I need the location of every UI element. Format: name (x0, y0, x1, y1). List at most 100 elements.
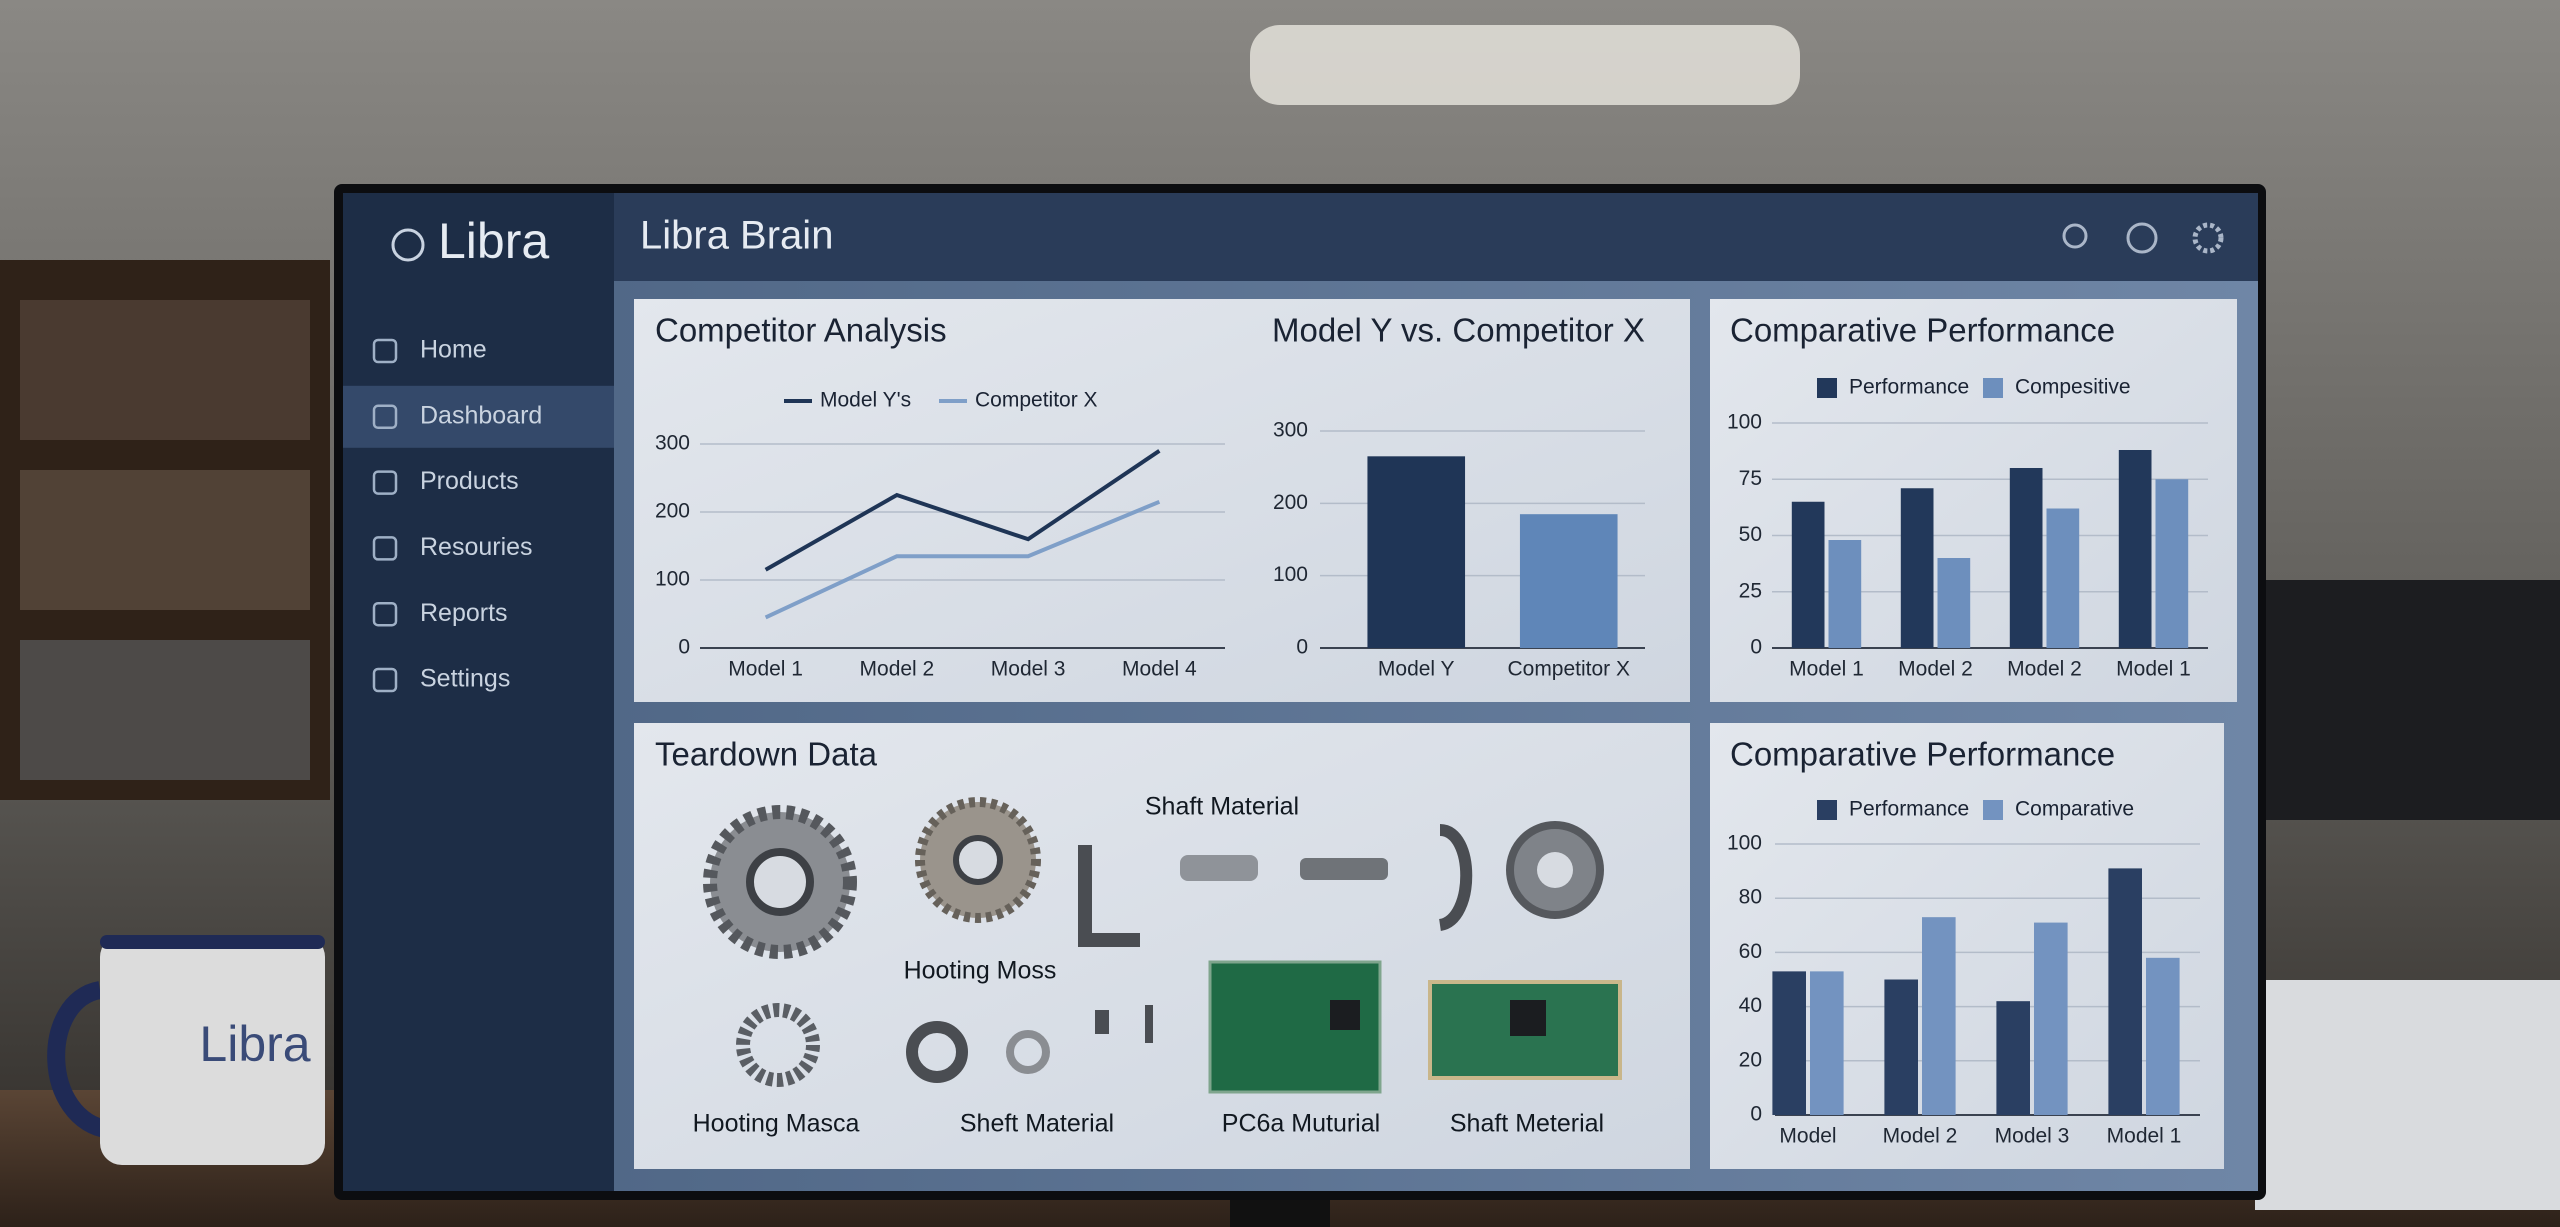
shelf-books (20, 300, 310, 440)
part-label: Shaft Material (1145, 793, 1299, 821)
bracket (1078, 845, 1140, 947)
shaft (1300, 858, 1388, 880)
teardown-title: Teardown Data (655, 736, 878, 773)
search-icon[interactable] (2062, 223, 2088, 249)
mug-rim (100, 935, 325, 949)
legend-label: Compesitive (2015, 376, 2131, 399)
legend-label: Performance (1849, 798, 1969, 821)
mug (100, 935, 325, 1165)
line-series (764, 449, 1161, 572)
x-tick-label: Model 1 (728, 658, 803, 681)
bar (1900, 488, 1934, 648)
nav-item[interactable]: Home (420, 336, 487, 364)
chip (1330, 1000, 1360, 1030)
bar (1884, 979, 1918, 1115)
x-tick-label: Model 3 (1995, 1125, 2070, 1148)
nav: Home Dashboard Products Resouries Reports Set… (343, 336, 614, 693)
x-tick-label: Competitor X (1507, 658, 1630, 681)
x-tick-label: Model 1 (2116, 658, 2191, 681)
bar (1922, 917, 1956, 1115)
bar (1367, 456, 1466, 648)
gear-hub (746, 848, 814, 916)
mug-label: Libra (199, 1016, 310, 1072)
chip (1510, 1000, 1546, 1036)
legend-label: Comparative (2015, 798, 2134, 821)
chart-title: Model Y vs. Competitor X (1272, 312, 1645, 349)
bar (2108, 868, 2142, 1115)
nav-item[interactable]: Settings (420, 665, 510, 693)
nav-item[interactable]: Dashboard (420, 401, 542, 429)
bar (2118, 450, 2152, 648)
bar (1519, 514, 1618, 648)
bar (2046, 508, 2080, 648)
y-tick-label: 100 (655, 568, 690, 591)
bar (1937, 558, 1971, 648)
bar (1772, 971, 1806, 1115)
nav-item[interactable]: Reports (420, 599, 508, 627)
screw (1095, 1010, 1109, 1034)
y-tick-label: 100 (1273, 563, 1308, 586)
x-tick-label: Model Y (1378, 658, 1455, 681)
header-title: Libra Brain (640, 214, 833, 258)
y-tick-label: 60 (1739, 940, 1762, 963)
shaft (1180, 855, 1258, 881)
x-tick-label: Model 1 (2107, 1125, 2182, 1148)
y-tick-label: 20 (1739, 1048, 1762, 1071)
part-label: Hooting Masca (693, 1110, 860, 1138)
y-tick-label: 200 (1273, 491, 1308, 514)
brand[interactable]: Libra (438, 213, 549, 269)
shelf-books (20, 640, 310, 780)
gear-hub (953, 835, 1003, 885)
help-icon[interactable] (2126, 222, 2158, 254)
x-tick-label: Model 2 (1883, 1125, 1958, 1148)
bar (2146, 957, 2180, 1115)
chart-title: Comparative Performance (1730, 312, 2115, 349)
nav-icon (372, 470, 398, 495)
x-tick-label: Model 2 (1898, 658, 1973, 681)
nav-icon (372, 338, 398, 364)
y-tick-label: 0 (1750, 1103, 1762, 1126)
y-tick-label: 100 (1727, 832, 1762, 855)
part-label: Hooting Moss (904, 957, 1057, 985)
x-tick-label: Model (1779, 1125, 1836, 1148)
card (634, 723, 1690, 1169)
housing-hole (1537, 852, 1573, 888)
y-tick-label: 200 (655, 500, 690, 523)
legend-label: Performance (1849, 376, 1969, 399)
part-label: Sheft Material (960, 1110, 1114, 1138)
chart-title: Competitor Analysis (655, 312, 947, 349)
y-tick-label: 50 (1739, 523, 1762, 546)
ceiling-light (1250, 25, 1800, 105)
nav-item[interactable]: Resouries (420, 533, 533, 561)
mug-handle (47, 981, 113, 1139)
legend-swatch (1817, 800, 1837, 820)
clip (1438, 824, 1473, 931)
settings-icon[interactable] (2192, 222, 2224, 254)
part-label: Shaft Meterial (1450, 1110, 1604, 1138)
nav-icon (372, 601, 398, 627)
y-tick-label: 300 (1273, 419, 1308, 442)
y-tick-label: 0 (1296, 636, 1308, 659)
card (634, 299, 1690, 702)
back-monitor (2260, 580, 2560, 820)
legend-label: Model Y's (820, 389, 911, 412)
nav-item[interactable]: Products (420, 467, 519, 495)
teardown-parts (703, 797, 1622, 1094)
legend-swatch (1983, 800, 2003, 820)
y-tick-label: 75 (1739, 467, 1762, 490)
chart-title: Comparative Performance (1730, 736, 2115, 773)
y-tick-label: 0 (1750, 636, 1762, 659)
y-tick-label: 40 (1739, 994, 1762, 1017)
bar (2009, 468, 2043, 648)
bar (2034, 922, 2068, 1115)
x-tick-label: Model 3 (991, 658, 1066, 681)
y-tick-label: 100 (1727, 411, 1762, 434)
legend-label: Competitor X (975, 389, 1098, 412)
x-tick-label: Model 2 (860, 658, 935, 681)
bar (1791, 501, 1825, 648)
legend-swatch (1817, 378, 1837, 398)
washer (1006, 1030, 1050, 1074)
paper-stack (2255, 980, 2560, 1210)
